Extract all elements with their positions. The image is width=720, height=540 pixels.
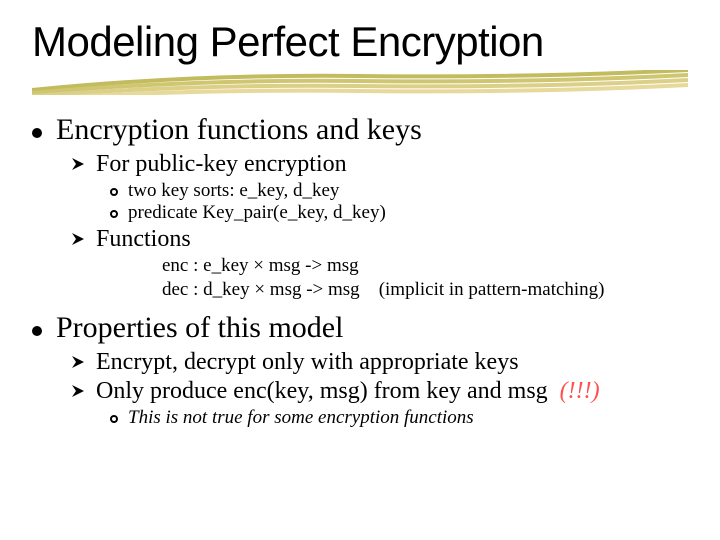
subbullet-text: Only produce enc(key, msg) from key and … <box>96 378 600 405</box>
subbullet-only-produce: Only produce enc(key, msg) from key and … <box>70 378 688 405</box>
arrow-icon <box>70 354 86 370</box>
warn-text: (!!!) <box>560 378 600 404</box>
arrow-icon <box>70 231 86 247</box>
arrow-icon <box>70 383 86 399</box>
slide-title: Modeling Perfect Encryption <box>32 18 688 66</box>
bullet-properties: Properties of this model <box>32 311 688 345</box>
bullet-text: Properties of this model <box>56 311 343 345</box>
bullet-dot-icon <box>32 326 42 336</box>
ring-icon <box>110 415 118 423</box>
detail-text: predicate Key_pair(e_key, d_key) <box>128 202 386 224</box>
ring-icon <box>110 210 118 218</box>
subbullet-functions: Functions <box>70 226 688 253</box>
subbullet-main: Only produce enc(key, msg) from key and … <box>96 378 548 404</box>
detail-text: This is not true for some encryption fun… <box>128 407 474 429</box>
subbullet-text: Encrypt, decrypt only with appropriate k… <box>96 349 519 376</box>
detail-predicate: predicate Key_pair(e_key, d_key) <box>110 202 688 224</box>
code-enc: enc : e_key × msg -> msg <box>162 255 688 277</box>
bullet-dot-icon <box>32 128 42 138</box>
bullet-encryption-functions: Encryption functions and keys <box>32 113 688 147</box>
ring-icon <box>110 188 118 196</box>
subbullet-text: Functions <box>96 226 191 253</box>
subbullet-appropriate-keys: Encrypt, decrypt only with appropriate k… <box>70 349 688 376</box>
decorative-stripes <box>32 70 688 95</box>
code-dec: dec : d_key × msg -> msg (implicit in pa… <box>162 279 688 301</box>
subbullet-text: For public-key encryption <box>96 151 347 178</box>
bullet-text: Encryption functions and keys <box>56 113 422 147</box>
arrow-icon <box>70 156 86 172</box>
code-text: dec : d_key × msg -> msg <box>162 279 360 300</box>
detail-key-sorts: two key sorts: e_key, d_key <box>110 180 688 202</box>
code-note: (implicit in pattern-matching) <box>379 279 605 300</box>
detail-text: two key sorts: e_key, d_key <box>128 180 339 202</box>
detail-not-true: This is not true for some encryption fun… <box>110 407 688 429</box>
subbullet-public-key: For public-key encryption <box>70 151 688 178</box>
